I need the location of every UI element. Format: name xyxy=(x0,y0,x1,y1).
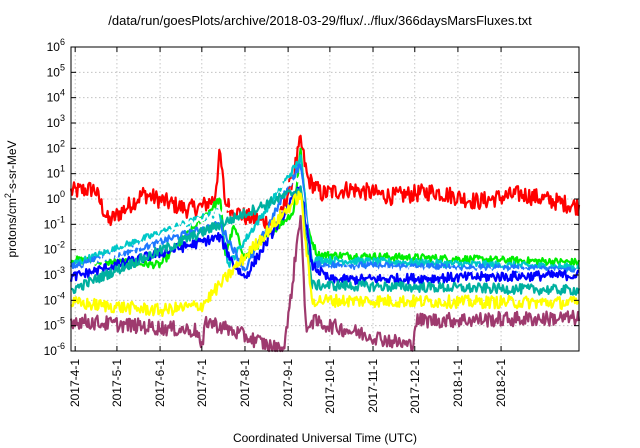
y-tick-label: 102 xyxy=(47,138,65,155)
y-tick-label: 10-3 xyxy=(44,265,65,282)
series-group xyxy=(69,134,581,353)
y-tick-label: 101 xyxy=(47,164,65,181)
x-tick-label: 2017-6-1 xyxy=(153,359,167,407)
series-line-1 xyxy=(69,134,581,232)
y-tick-label: 103 xyxy=(47,113,65,130)
x-tick-label: 2017-9-1 xyxy=(281,359,295,407)
x-tick-label: 2017-5-1 xyxy=(110,359,124,407)
y-tick-label: 10-5 xyxy=(44,316,65,333)
series-line-7 xyxy=(70,185,581,296)
series-line-5 xyxy=(69,175,581,277)
series-line-2 xyxy=(69,147,581,270)
chart-title: /data/run/goesPlots/archive/2018-03-29/f… xyxy=(108,13,532,28)
y-tick-label: 10-2 xyxy=(44,240,65,257)
y-axis: 10-6 10-5 10-4 10-3 10-2 10-1 100 101 102 103 104 1… xyxy=(44,37,579,358)
series-line-4 xyxy=(69,163,580,275)
series-line-8 xyxy=(70,190,580,317)
x-tick-label: 2017-11-1 xyxy=(366,359,380,413)
y-axis-label: protons/cm2-s-sr-MeV xyxy=(3,140,19,257)
x-axis: 2017-4-1 2017-5-1 2017-6-1 2017-7-1 2017-8-1… xyxy=(68,47,508,414)
x-tick-label: 2017-8-1 xyxy=(238,359,252,407)
x-tick-label: 2017-10-1 xyxy=(323,359,337,414)
y-tick-label: 10-1 xyxy=(44,214,65,231)
y-tick-label: 105 xyxy=(47,62,65,79)
y-tick-label: 10-4 xyxy=(44,290,65,307)
series-line-9 xyxy=(69,214,581,353)
x-tick-label: 2018-1-1 xyxy=(451,359,465,407)
y-tick-label: 106 xyxy=(47,37,65,54)
x-tick-label: 2017-7-1 xyxy=(195,359,209,407)
y-tick-label: 100 xyxy=(47,189,65,206)
series-line-6 xyxy=(69,186,580,286)
x-tick-label: 2017-4-1 xyxy=(68,359,82,407)
x-tick-label: 2018-2-1 xyxy=(494,359,508,407)
y-tick-label: 104 xyxy=(47,88,65,105)
x-axis-label: Coordinated Universal Time (UTC) xyxy=(233,431,417,445)
y-tick-label: 10-6 xyxy=(44,341,65,358)
x-tick-label: 2017-12-1 xyxy=(408,359,422,414)
